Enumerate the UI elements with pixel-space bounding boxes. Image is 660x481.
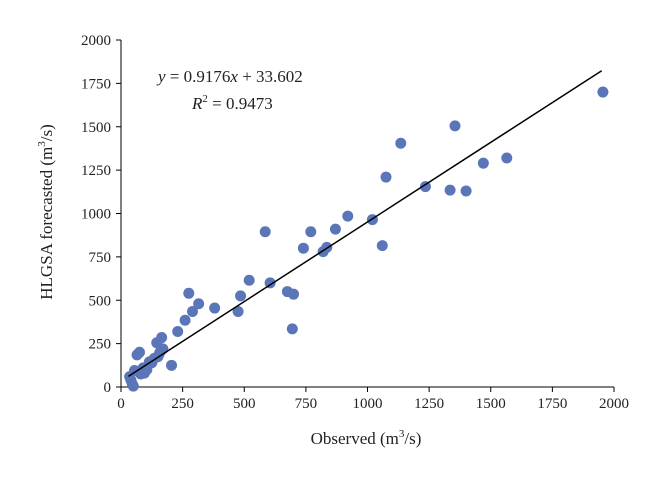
y-tick-label: 1250 [81,163,111,179]
x-tick-label: 2000 [599,396,629,412]
data-point [183,287,195,299]
data-point [376,240,388,252]
x-tick-label: 500 [233,396,256,412]
y-tick-label: 750 [89,250,112,266]
data-point [127,380,139,392]
y-tick-label: 1000 [81,207,111,223]
data-point [501,152,513,164]
data-point [186,306,198,318]
data-point [380,171,392,183]
data-points [124,86,609,392]
equation-line-2: R2 = 0.9473 [191,93,273,113]
data-point [444,184,456,196]
y-tick-label: 500 [89,293,112,309]
x-tick-label: 250 [171,396,194,412]
y-tick-label: 1500 [81,120,111,136]
x-tick-label: 1000 [353,396,383,412]
x-tick-label: 1250 [414,396,444,412]
data-point [235,290,247,302]
data-point [286,323,298,335]
x-tick-label: 1500 [476,396,506,412]
trendline [127,70,603,378]
data-point [305,226,317,238]
y-tick-label: 0 [104,380,112,396]
data-point [297,242,309,254]
y-axis-label: HLGSA forecasted (m3/s) [36,124,56,299]
data-point [449,120,461,132]
x-tick-label: 1750 [537,396,567,412]
y-tick-label: 2000 [81,33,111,49]
x-tick-label: 0 [117,396,125,412]
data-point [193,298,205,310]
x-axis-ticks: 0 250 500 750 1000 1250 1500 1750 2000 [117,387,629,412]
y-tick-label: 250 [89,337,112,353]
data-point [166,359,178,371]
axes [120,40,614,388]
data-point [133,346,145,358]
data-point [342,210,354,222]
data-point [179,314,191,326]
data-point [395,137,407,149]
x-tick-label: 750 [295,396,318,412]
data-point [243,274,255,286]
x-axis-label: Observed (m3/s) [311,428,422,448]
y-axis-ticks: 0 250 500 750 1000 1250 1500 1750 2000 [81,33,121,396]
data-point [172,325,184,337]
data-point [288,288,300,300]
data-point [232,306,244,318]
data-point [597,86,609,98]
data-point [264,277,276,289]
equation-line-1: y = 0.9176x + 33.602 [156,67,303,86]
data-point [209,302,221,314]
data-point [477,157,489,169]
y-tick-label: 1750 [81,76,111,92]
data-point [259,226,271,238]
data-point [419,181,431,193]
data-point [157,343,169,355]
data-point [329,223,341,235]
data-point [156,332,168,344]
data-point [460,185,472,197]
